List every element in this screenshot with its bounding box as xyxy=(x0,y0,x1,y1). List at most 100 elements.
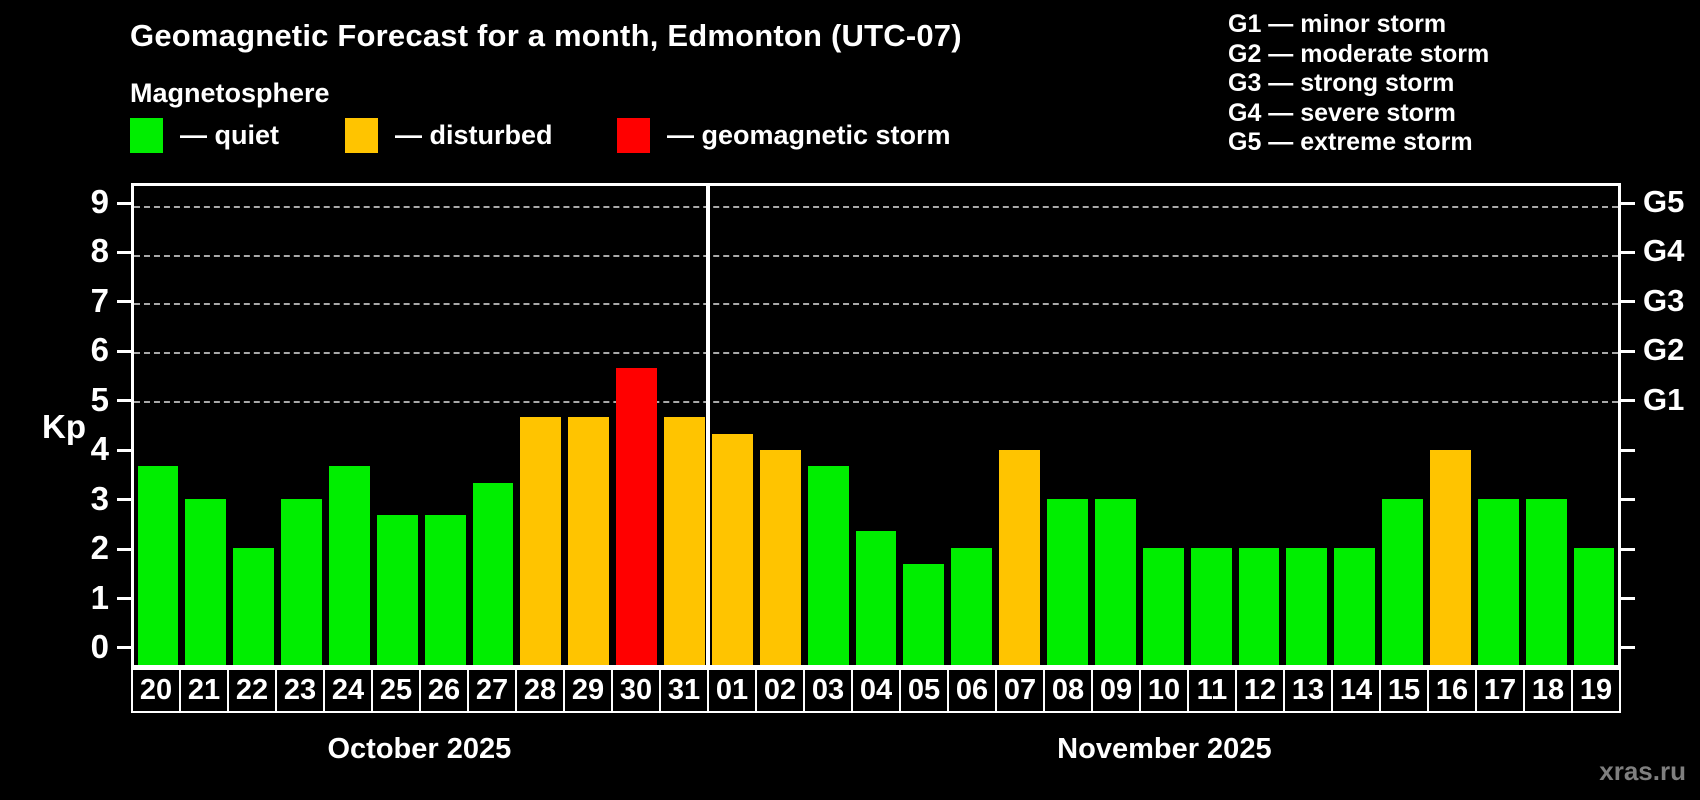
y-tick-label-4: 4 xyxy=(90,430,109,468)
date-cell-oct-22: 22 xyxy=(227,668,277,713)
y-tick-right-5 xyxy=(1621,399,1635,403)
y-tick-right-3 xyxy=(1621,498,1635,502)
y-axis-title: Kp xyxy=(42,408,86,445)
date-cell-oct-24: 24 xyxy=(323,668,373,713)
date-cell-oct-27: 27 xyxy=(467,668,517,713)
y-tick-left-2 xyxy=(117,547,131,551)
y-tick-left-8 xyxy=(117,250,131,254)
grid-line-kp6 xyxy=(134,352,1618,355)
kp-bar-nov-09 xyxy=(1094,498,1136,665)
y-tick-right-2 xyxy=(1621,547,1635,551)
kp-bar-nov-02 xyxy=(759,449,801,665)
y-tick-label-0: 0 xyxy=(90,627,109,665)
date-cell-oct-23: 23 xyxy=(275,668,325,713)
date-axis: 20 21 22 23 24 25 26 27 28 29 30 31 01 02 03 04 05 06 07 08… xyxy=(131,668,1621,713)
g-scale-legend: G1 — minor storm G2 — moderate storm G3 — … xyxy=(1228,10,1489,158)
date-cell-oct-31: 31 xyxy=(659,668,709,713)
date-cell-nov-10: 10 xyxy=(1139,668,1189,713)
g-scale-label-g5: G5 xyxy=(1643,184,1685,220)
y-tick-label-7: 7 xyxy=(90,281,109,319)
y-tick-left-4 xyxy=(117,448,131,452)
kp-bar-nov-05 xyxy=(903,563,945,665)
y-tick-left-7 xyxy=(117,300,131,304)
chart-subtitle: Magnetosphere xyxy=(130,78,330,108)
y-tick-label-5: 5 xyxy=(90,380,109,418)
chart-title: Geomagnetic Forecast for a month, Edmont… xyxy=(130,18,962,53)
kp-bar-nov-11 xyxy=(1190,547,1232,665)
kp-bar-oct-30 xyxy=(616,368,658,665)
month-divider xyxy=(706,186,711,665)
kp-bar-nov-14 xyxy=(1334,547,1376,665)
date-cell-oct-21: 21 xyxy=(179,668,229,713)
grid-line-kp8 xyxy=(134,254,1618,257)
plot-area xyxy=(131,183,1621,668)
kp-bar-nov-10 xyxy=(1142,547,1184,665)
date-cell-nov-12: 12 xyxy=(1235,668,1285,713)
kp-bar-oct-20 xyxy=(137,466,179,665)
g-legend-line-5: G5 — extreme storm xyxy=(1228,128,1473,156)
y-tick-left-3 xyxy=(117,498,131,502)
date-cell-nov-03: 03 xyxy=(803,668,853,713)
legend-swatch-storm xyxy=(617,118,650,153)
date-cell-nov-15: 15 xyxy=(1379,668,1429,713)
date-cell-oct-20: 20 xyxy=(131,668,181,713)
kp-bar-nov-17 xyxy=(1477,498,1519,665)
y-tick-label-9: 9 xyxy=(90,183,109,221)
kp-bar-nov-16 xyxy=(1430,449,1471,665)
kp-bar-oct-28 xyxy=(520,417,562,665)
y-tick-right-9 xyxy=(1621,201,1635,205)
date-cell-nov-13: 13 xyxy=(1283,668,1333,713)
watermark-xras: xras.ru xyxy=(1599,756,1686,786)
kp-bar-nov-19 xyxy=(1573,547,1615,665)
g-scale-label-g4: G4 xyxy=(1643,233,1685,269)
date-cell-oct-25: 25 xyxy=(371,668,421,713)
kp-bar-nov-13 xyxy=(1286,547,1328,665)
kp-bar-oct-31 xyxy=(664,417,705,665)
g-legend-line-4: G4 — severe storm xyxy=(1228,98,1456,127)
date-cell-nov-07: 07 xyxy=(995,668,1045,713)
g-legend-line-2: G2 — moderate storm xyxy=(1228,39,1490,68)
kp-bar-nov-08 xyxy=(1047,498,1088,665)
date-cell-nov-11: 11 xyxy=(1187,668,1237,713)
date-cell-oct-28: 28 xyxy=(515,668,565,713)
date-cell-nov-04: 04 xyxy=(851,668,901,713)
y-tick-left-5 xyxy=(117,399,131,403)
kp-bar-oct-21 xyxy=(185,498,227,665)
legend-swatch-quiet xyxy=(130,118,163,153)
g-scale-label-g1: G1 xyxy=(1643,381,1685,417)
date-cell-nov-19: 19 xyxy=(1571,668,1621,713)
y-tick-left-0 xyxy=(117,646,131,650)
kp-bar-nov-06 xyxy=(951,547,993,665)
grid-line-kp5 xyxy=(134,401,1618,404)
y-tick-label-1: 1 xyxy=(90,578,109,616)
y-tick-label-8: 8 xyxy=(90,232,109,270)
y-tick-label-6: 6 xyxy=(90,331,109,369)
g-scale-label-g3: G3 xyxy=(1643,282,1685,318)
kp-bar-nov-15 xyxy=(1382,498,1423,665)
legend-item-quiet: — quiet xyxy=(130,118,279,153)
y-tick-label-3: 3 xyxy=(90,479,109,517)
g-legend-line-1: G1 — minor storm xyxy=(1228,10,1447,38)
date-cell-nov-18: 18 xyxy=(1523,668,1573,713)
y-tick-left-1 xyxy=(117,597,131,601)
legend-label-storm: — geomagnetic storm xyxy=(667,120,951,150)
date-cell-nov-02: 02 xyxy=(755,668,805,713)
date-cell-oct-30: 30 xyxy=(611,668,661,713)
legend-item-disturbed: — disturbed xyxy=(345,118,553,153)
y-tick-right-7 xyxy=(1621,300,1635,304)
g-legend-line-3: G3 — strong storm xyxy=(1228,69,1455,97)
y-tick-right-8 xyxy=(1621,250,1635,254)
date-cell-oct-26: 26 xyxy=(419,668,469,713)
kp-bar-oct-29 xyxy=(568,417,610,665)
kp-bar-oct-25 xyxy=(376,514,418,665)
kp-bar-oct-26 xyxy=(424,514,466,665)
legend-item-storm: — geomagnetic storm xyxy=(617,118,951,153)
y-tick-label-2: 2 xyxy=(90,529,109,567)
y-tick-right-1 xyxy=(1621,597,1635,601)
date-cell-nov-16: 16 xyxy=(1427,668,1477,713)
y-tick-right-0 xyxy=(1621,646,1635,650)
kp-bar-oct-23 xyxy=(281,498,322,665)
kp-bar-nov-01 xyxy=(711,433,753,665)
legend-label-disturbed: — disturbed xyxy=(395,120,553,150)
grid-line-kp9 xyxy=(134,205,1618,208)
